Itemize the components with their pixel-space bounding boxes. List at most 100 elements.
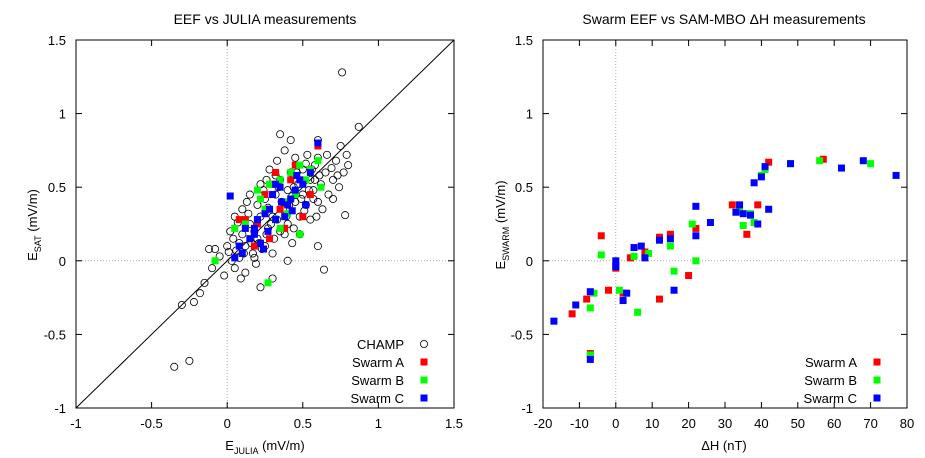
y-tick-label: 1 (59, 107, 66, 122)
data-point-swarm-b (256, 195, 264, 203)
data-point-swarm-b (296, 230, 304, 238)
data-point-swarm-b (314, 157, 322, 165)
data-point-swarm-c (586, 288, 594, 296)
data-point-swarm-c (619, 297, 627, 305)
y-axis-label: ESWARM (mV/m) (493, 180, 511, 269)
data-point-swarm-c (692, 202, 700, 210)
data-point-champ (319, 265, 328, 274)
data-point-swarm-a (685, 272, 693, 280)
data-point-swarm-c (670, 286, 678, 294)
data-point-swarm-c (281, 213, 289, 221)
data-point-swarm-b (266, 180, 274, 188)
data-point-champ (241, 268, 250, 277)
data-point-swarm-a (743, 230, 751, 238)
data-point-swarm-b (276, 224, 284, 232)
y-axis-label: ESAT (mV/m) (25, 189, 43, 261)
data-point-swarm-a (666, 230, 674, 238)
data-point-swarm-c (287, 195, 295, 203)
data-point-swarm-b (276, 176, 284, 184)
data-point-swarm-c (837, 164, 845, 172)
data-point-champ (220, 271, 229, 280)
data-point-swarm-c (623, 289, 631, 297)
legend-label-swarm-a: Swarm A (805, 355, 857, 370)
data-point-champ (322, 150, 331, 159)
data-point-swarm-a (568, 310, 576, 318)
data-point-swarm-b (867, 160, 875, 168)
data-point-swarm-b (666, 242, 674, 250)
data-point-swarm-c (736, 201, 744, 209)
x-tick-label: 60 (827, 416, 841, 431)
data-point-swarm-a (819, 155, 827, 163)
data-point-swarm-c (278, 198, 286, 206)
data-point-champ (291, 153, 300, 162)
data-point-swarm-b (287, 168, 295, 176)
data-point-swarm-b (590, 289, 598, 297)
x-tick-label: 40 (754, 416, 768, 431)
data-point-swarm-a (250, 242, 258, 250)
legend-marker-champ (419, 339, 428, 348)
data-point-swarm-c (250, 224, 258, 232)
data-point-champ (324, 190, 333, 199)
data-point-champ (310, 175, 319, 184)
data-point-swarm-c (246, 235, 254, 243)
data-point-champ (189, 298, 198, 307)
data-point-swarm-a (728, 201, 736, 209)
data-point-champ (289, 224, 298, 233)
x-tick-label: 0.5 (294, 416, 312, 431)
data-point-champ (230, 264, 239, 273)
data-point-swarm-a (605, 286, 613, 294)
data-point-swarm-c (241, 224, 249, 232)
data-point-champ (265, 165, 274, 174)
data-point-champ (251, 259, 260, 268)
data-point-champ (236, 274, 245, 283)
data-point-champ (238, 205, 247, 214)
data-point-champ (327, 164, 336, 173)
data-point-champ (286, 136, 295, 145)
data-point-swarm-c (761, 163, 769, 171)
data-point-swarm-c (641, 254, 649, 262)
legend-marker-swarm-b (420, 376, 428, 384)
data-point-champ (211, 245, 220, 254)
data-point-swarm-c (550, 317, 558, 325)
data-point-swarm-c (572, 301, 580, 309)
data-point-champ (313, 197, 322, 206)
data-point-swarm-c (787, 160, 795, 168)
data-point-swarm-c (293, 171, 301, 179)
data-point-champ (215, 252, 224, 261)
data-point-swarm-c (757, 173, 765, 181)
data-point-swarm-a (306, 191, 314, 199)
data-point-champ (208, 264, 217, 273)
y-tick-label: 0 (526, 254, 533, 269)
data-point-champ (315, 171, 324, 180)
data-point-champ (268, 274, 277, 283)
data-point-swarm-c (250, 230, 258, 238)
data-point-swarm-a (655, 295, 663, 303)
data-point-champ (297, 194, 306, 203)
data-point-champ (245, 190, 254, 199)
data-point-champ (276, 130, 285, 139)
data-point-champ (301, 200, 310, 209)
data-point-swarm-a (276, 205, 284, 213)
legend-label-swarm-b: Swarm B (804, 373, 857, 388)
data-point-swarm-c (253, 216, 261, 224)
legend-marker-swarm-a (420, 358, 428, 366)
data-point-swarm-c (256, 239, 264, 247)
y-tick-label: 0 (59, 254, 66, 269)
legend-label-champ: CHAMP (357, 337, 404, 352)
data-point-champ (248, 249, 257, 258)
data-point-swarm-a (287, 176, 295, 184)
data-point-swarm-b (261, 205, 269, 213)
data-point-swarm-b (264, 279, 272, 287)
data-point-champ (267, 219, 276, 228)
data-point-swarm-b (615, 286, 623, 294)
x-tick-label: 1 (375, 416, 382, 431)
y-tick-label: 1.5 (515, 33, 533, 48)
data-point-champ (223, 242, 232, 251)
data-point-swarm-c (302, 201, 310, 209)
x-tick-label: 0 (224, 416, 231, 431)
data-point-swarm-c (666, 235, 674, 243)
data-point-swarm-c (892, 171, 900, 179)
x-tick-label: 50 (791, 416, 805, 431)
data-point-swarm-a (641, 248, 649, 256)
data-point-swarm-b (634, 308, 642, 316)
